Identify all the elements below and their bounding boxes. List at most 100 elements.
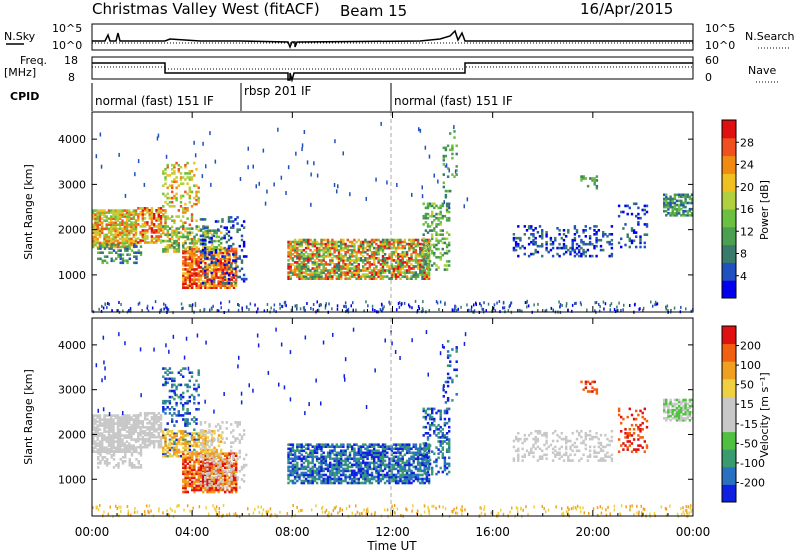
echo-cell [191,274,194,277]
echo-cell [551,240,555,244]
echo-cell [173,229,176,233]
echo-cell [188,460,192,464]
echo-cell [119,424,122,427]
echo-cell [302,467,306,471]
echo-cell [322,469,325,473]
echo-cell [346,269,349,272]
echo-cell [186,274,189,277]
echo-cell [137,251,140,254]
echo-cell [213,430,216,433]
echo-cell [431,249,434,253]
echo-cell [202,246,205,249]
echo-cell [595,231,598,234]
echo-cell [331,463,334,467]
echo-cell [311,471,314,475]
echo-cell [333,273,336,276]
echo-cell [224,251,227,255]
echo-cell [678,203,681,207]
echo-cell [289,469,292,473]
echo-cell [412,246,415,250]
echo-cell [419,265,422,268]
echo-cell [92,428,95,431]
echo-cell [173,248,176,251]
echo-cell [357,275,360,278]
echo-cell [124,259,127,263]
echo-cell [175,215,178,218]
echo-cell [166,202,169,206]
echo-cell [427,277,431,280]
echo-cell [370,275,374,278]
echo-cell [168,440,172,443]
echo-cell [422,239,425,243]
echo-cell [238,469,241,473]
echo-cell [217,309,220,313]
echo-cell [188,262,192,265]
echo-cell [386,275,389,278]
echo-cell [125,227,129,231]
echo-cell [669,201,672,205]
echo-cell [336,189,338,194]
echo-cell [296,469,299,473]
echo-cell [112,229,115,233]
echo-cell [217,251,220,255]
echo-cell [112,221,115,224]
echo-cell [94,428,97,431]
echo-cell [153,433,156,437]
echo-cell [123,243,126,247]
echo-cell [346,273,349,276]
echo-cell [226,482,229,486]
echo-cell [217,262,220,265]
echo-cell [98,219,102,222]
echo-cell [403,244,407,248]
echo-cell [230,488,233,492]
echo-cell [164,448,167,452]
echo-cell [421,271,424,274]
echo-cell [671,214,674,217]
echo-cell [193,247,196,251]
echo-cell [547,250,550,254]
echo-cell [236,222,239,225]
freq-tick-left-top: 18 [64,54,78,67]
echo-cell [235,476,238,480]
echo-cell [210,286,214,289]
echo-cell [411,306,413,310]
echo-cell [155,439,158,443]
echo-cell [441,204,444,208]
echo-cell [313,449,317,453]
echo-cell [401,265,404,268]
echo-cell [370,273,374,276]
echo-cell [422,243,425,247]
echo-cell [134,428,138,431]
echo-cell [346,259,349,262]
echo-cell [364,267,367,270]
echo-cell [532,240,535,244]
echo-cell [204,466,207,470]
echo-cell [193,237,196,241]
echo-cell [680,214,683,217]
echo-cell [132,223,135,226]
echo-cell [224,474,227,478]
echo-cell [177,184,180,187]
echo-cell [171,454,174,458]
echo-cell [226,262,229,265]
echo-cell [193,486,196,490]
echo-cell [159,437,163,441]
echo-cell [130,223,133,226]
echo-cell [518,308,520,312]
echo-cell [523,246,526,250]
echo-cell [368,242,371,246]
echo-cell [245,277,248,281]
echo-cell [98,229,102,233]
echo-cell [337,240,341,244]
echo-cell [673,193,677,197]
echo-cell [195,233,198,237]
echo-cell [124,249,127,252]
echo-cell [199,468,203,472]
echo-cell [162,401,165,405]
echo-cell [428,225,432,228]
echo-cell [186,422,189,425]
echo-cell [329,465,332,469]
echo-cell [123,239,126,243]
echo-cell [162,170,165,173]
echo-cell [94,233,97,237]
